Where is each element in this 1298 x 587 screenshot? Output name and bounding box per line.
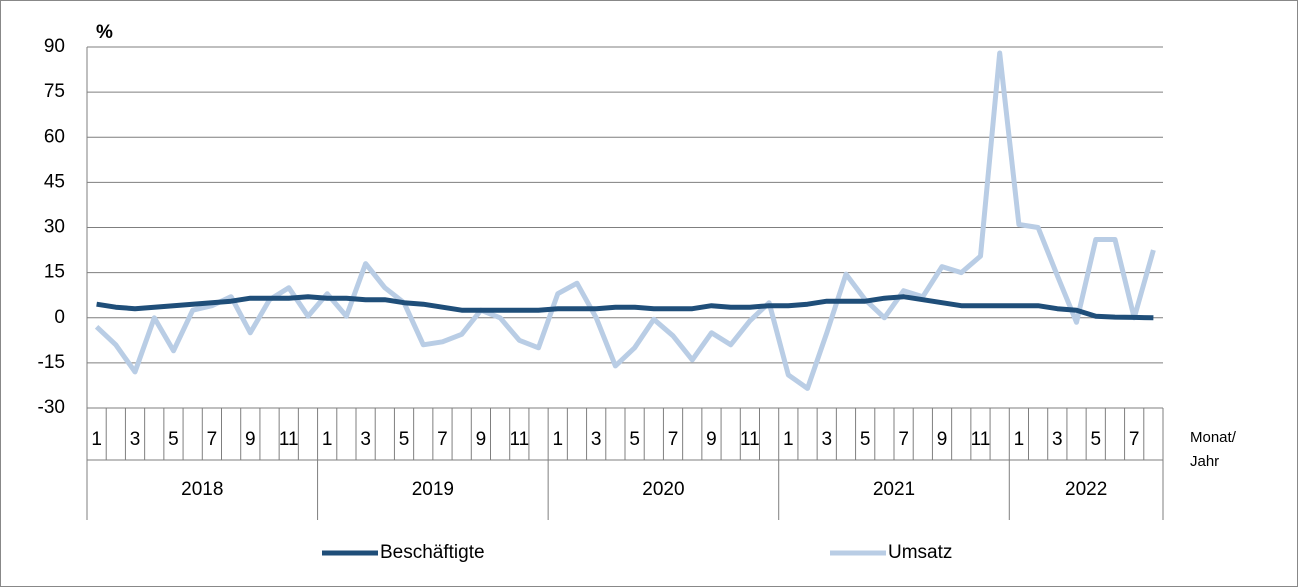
- year-label: 2019: [412, 479, 454, 500]
- x-axis-label: Monat/: [1190, 429, 1237, 446]
- x-tick-label: 3: [1052, 429, 1063, 450]
- x-tick-label: 1: [552, 429, 563, 450]
- x-tick-label: 5: [629, 429, 640, 450]
- x-tick-label: 3: [130, 429, 141, 450]
- x-tick-label: 5: [860, 429, 871, 450]
- y-tick-label: 60: [44, 126, 65, 147]
- x-tick-label: 11: [740, 429, 760, 450]
- x-tick-label: 5: [168, 429, 179, 450]
- x-tick-label: 11: [509, 429, 529, 450]
- x-tick-label: 5: [1090, 429, 1101, 450]
- y-tick-label: 90: [44, 36, 65, 57]
- x-tick-label: 7: [1129, 429, 1140, 450]
- legend-label: Beschäftigte: [380, 542, 485, 563]
- y-tick-label: -30: [38, 397, 65, 418]
- x-tick-label: 7: [898, 429, 909, 450]
- x-tick-label: 9: [245, 429, 256, 450]
- x-tick-label: 1: [783, 429, 794, 450]
- year-label: 2020: [642, 479, 684, 500]
- x-tick-label: 1: [322, 429, 333, 450]
- x-tick-label: 11: [971, 429, 991, 450]
- y-tick-label: -15: [38, 352, 65, 373]
- x-tick-label: 1: [1014, 429, 1025, 450]
- x-tick-label: 3: [821, 429, 832, 450]
- series-line: [96, 294, 1154, 321]
- year-label: 2022: [1065, 479, 1107, 500]
- y-tick-label: 15: [44, 262, 65, 283]
- year-label: 2021: [873, 479, 915, 500]
- x-tick-label: 1: [91, 429, 102, 450]
- x-tick-label: 7: [437, 429, 448, 450]
- x-tick-label: 9: [706, 429, 717, 450]
- x-tick-label: 5: [399, 429, 410, 450]
- year-label: 2018: [181, 479, 223, 500]
- x-tick-label: 9: [476, 429, 487, 450]
- y-tick-label: 45: [44, 171, 65, 192]
- x-tick-label: 3: [360, 429, 371, 450]
- x-tick-label: 9: [937, 429, 948, 450]
- x-tick-label: 7: [207, 429, 218, 450]
- x-tick-label: 11: [279, 429, 299, 450]
- y-tick-label: 75: [44, 81, 65, 102]
- x-axis-label: Jahr: [1190, 453, 1219, 470]
- legend-label: Umsatz: [888, 542, 952, 563]
- x-tick-label: 7: [668, 429, 679, 450]
- y-tick-label: 0: [54, 307, 65, 328]
- x-tick-label: 3: [591, 429, 602, 450]
- y-axis-label: %: [96, 22, 113, 43]
- y-tick-label: 30: [44, 217, 65, 238]
